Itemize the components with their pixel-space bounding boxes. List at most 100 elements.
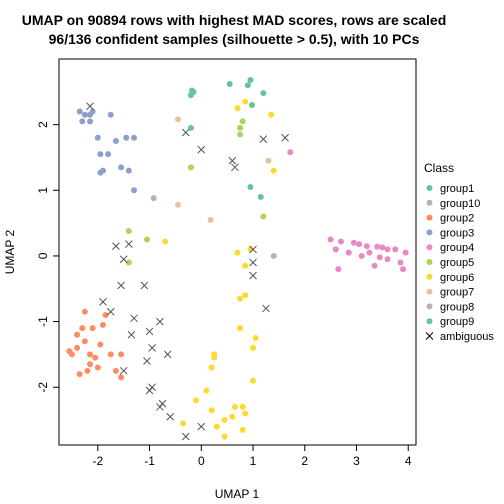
y-tick-label: 2	[36, 121, 50, 128]
point-group3	[118, 164, 125, 171]
point-group3	[81, 111, 88, 118]
point-group6	[242, 292, 249, 299]
plot-frame	[58, 58, 417, 446]
point-group2	[118, 351, 125, 358]
y-tick-label: 1	[36, 187, 50, 194]
point-group3	[131, 187, 138, 194]
point-group4	[287, 149, 294, 156]
legend-marker-ambiguous	[425, 332, 434, 340]
point-group3	[87, 118, 94, 125]
point-group4	[384, 246, 391, 253]
point-group2	[81, 338, 88, 345]
x-tick-label: 3	[353, 454, 360, 468]
legend-marker-group6	[426, 273, 433, 280]
point-group6	[208, 407, 215, 414]
point-ambiguous	[127, 330, 136, 339]
point-group7	[175, 116, 181, 123]
legend-label-group10: group10	[440, 198, 480, 210]
point-group4	[397, 259, 404, 266]
point-group3	[76, 108, 83, 115]
point-group3	[131, 134, 138, 141]
point-group6	[229, 413, 236, 420]
point-group2	[97, 341, 104, 348]
y-tick-label: -2	[36, 382, 50, 393]
point-group3	[97, 151, 104, 158]
y-axis-label: UMAP 2	[3, 229, 17, 274]
point-group2	[74, 331, 81, 338]
point-group6	[231, 403, 238, 410]
point-ambiguous	[262, 304, 270, 313]
point-group2	[81, 308, 88, 315]
x-tick-label: 1	[250, 454, 257, 468]
point-group1	[247, 77, 254, 84]
point-group5	[237, 131, 244, 138]
point-ambiguous	[281, 133, 289, 142]
point-ambiguous	[197, 145, 206, 154]
point-ambiguous	[124, 240, 133, 248]
legend-marker-group8	[426, 303, 433, 310]
point-group2	[92, 354, 99, 361]
point-group2	[76, 371, 83, 378]
point-group10	[270, 252, 277, 259]
point-group2	[102, 312, 109, 319]
point-group3	[125, 167, 132, 174]
point-group2	[84, 367, 91, 374]
point-group4	[335, 266, 342, 273]
legend-title: Class	[424, 161, 454, 175]
point-group4	[374, 243, 381, 250]
point-group2	[87, 361, 94, 368]
legend-marker-group9	[426, 318, 433, 325]
point-group1	[188, 87, 195, 94]
point-group4	[345, 249, 352, 256]
data-points	[66, 77, 409, 441]
legend-marker-group3	[426, 229, 433, 236]
point-group6	[213, 423, 220, 430]
point-ambiguous	[156, 317, 164, 326]
point-group2	[89, 325, 96, 332]
point-group3	[89, 108, 96, 115]
point-group4	[332, 246, 339, 253]
point-ambiguous	[117, 281, 125, 290]
point-ambiguous	[112, 242, 120, 250]
point-group1	[257, 193, 264, 200]
point-group3	[123, 134, 130, 141]
legend-label-group3: group3	[440, 227, 474, 239]
point-group5	[260, 213, 267, 220]
chart-title-line1: UMAP on 90894 rows with highest MAD scor…	[22, 12, 447, 28]
point-ambiguous	[130, 314, 138, 323]
legend-label-group4: group4	[440, 242, 474, 254]
point-group2	[79, 325, 86, 332]
point-ambiguous	[181, 128, 190, 137]
legend-label-ambiguous: ambiguous	[440, 331, 494, 343]
point-group5	[239, 118, 246, 125]
legend-marker-group7	[426, 288, 433, 295]
point-group6	[221, 417, 228, 424]
point-ambiguous	[158, 399, 167, 408]
point-ambiguous	[249, 245, 257, 254]
legend-marker-group2	[426, 214, 433, 221]
point-group4	[350, 239, 357, 246]
point-group3	[107, 111, 114, 118]
point-ambiguous	[228, 156, 237, 165]
x-tick-label: -2	[92, 454, 103, 468]
legend-label-group8: group8	[440, 301, 474, 313]
y-tick-label: -1	[36, 316, 50, 327]
legend-label-group9: group9	[440, 316, 474, 328]
point-group4	[379, 244, 386, 251]
point-ambiguous	[145, 327, 154, 336]
point-group4	[400, 266, 407, 273]
point-group6	[252, 334, 259, 341]
point-group3	[79, 118, 86, 125]
point-group3	[94, 134, 101, 141]
point-ambiguous	[148, 343, 156, 352]
point-group4	[384, 256, 391, 263]
point-group4	[402, 249, 409, 256]
point-group6	[234, 249, 241, 256]
point-group2	[118, 374, 125, 381]
point-group2	[68, 351, 75, 358]
point-group4	[366, 249, 373, 256]
point-group4	[376, 254, 383, 261]
point-group6	[250, 377, 257, 384]
point-ambiguous	[181, 432, 190, 441]
legend-label-group5: group5	[440, 257, 474, 269]
